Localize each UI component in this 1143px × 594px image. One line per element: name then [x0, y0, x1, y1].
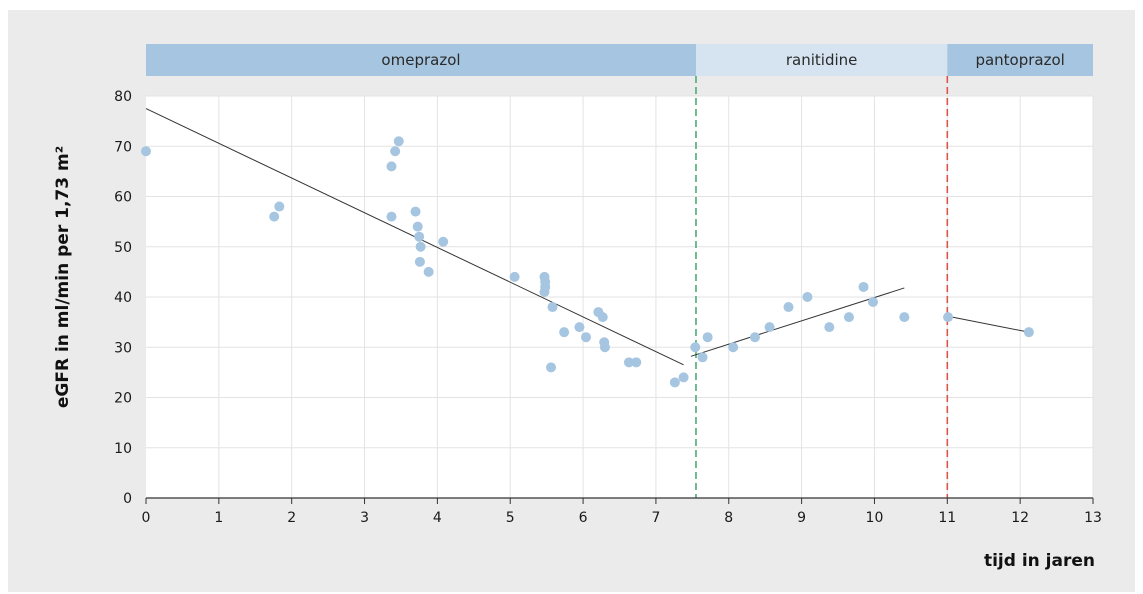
x-tick-label: 3	[360, 510, 369, 526]
data-point	[783, 302, 794, 313]
data-point	[412, 221, 423, 232]
x-axis-title: tijd in jaren	[984, 551, 1095, 571]
phase-label-omeprazol: omeprazol	[381, 51, 460, 69]
data-point	[415, 241, 426, 252]
data-point	[274, 201, 285, 212]
data-point	[764, 322, 775, 333]
data-point	[386, 161, 397, 172]
trend-line	[690, 287, 905, 357]
data-point	[697, 352, 708, 363]
data-point	[580, 332, 591, 343]
phase-band-ranitidine	[695, 44, 948, 76]
y-tick-label: 60	[114, 190, 132, 206]
y-tick-label: 30	[114, 340, 132, 356]
data-point	[824, 322, 835, 333]
trend-line	[947, 315, 1029, 333]
x-tick-label: 0	[142, 510, 151, 526]
data-point	[574, 322, 585, 333]
data-point	[509, 271, 520, 282]
data-point	[393, 136, 404, 147]
x-tick-label: 4	[433, 510, 442, 526]
data-point	[539, 286, 550, 297]
phase-label-pantoprazol: pantoprazol	[975, 51, 1064, 69]
data-point	[410, 206, 421, 217]
data-point	[943, 312, 954, 323]
y-tick-label: 40	[114, 290, 132, 306]
data-point	[390, 146, 401, 157]
y-tick-label: 20	[114, 391, 132, 407]
data-point	[623, 357, 634, 368]
data-point	[690, 342, 701, 353]
data-point	[546, 362, 557, 373]
phase-band-pantoprazol	[947, 44, 1093, 76]
data-point	[858, 281, 869, 292]
data-point	[423, 266, 434, 277]
data-point	[678, 372, 689, 383]
data-point	[386, 211, 397, 222]
data-point	[559, 327, 570, 338]
phase-band-omeprazol	[146, 44, 696, 76]
x-tick-label: 2	[287, 510, 296, 526]
data-point	[843, 312, 854, 323]
y-tick-label: 50	[114, 240, 132, 256]
data-point	[899, 312, 910, 323]
x-tick-label: 10	[866, 510, 884, 526]
data-point	[669, 377, 680, 388]
y-tick-label: 0	[123, 491, 132, 507]
data-point	[631, 357, 642, 368]
chart-frame: omeprazol ranitidine pantoprazol 0 1 2 3 4 5 6 7 8 9…	[8, 10, 1135, 592]
y-tick-label: 10	[114, 441, 132, 457]
data-point	[802, 292, 813, 302]
x-tick-label: 9	[797, 510, 806, 526]
data-point	[749, 332, 760, 343]
x-tick-label: 13	[1084, 510, 1102, 526]
data-point	[269, 211, 280, 222]
x-tick-label: 12	[1011, 510, 1029, 526]
data-point	[1023, 327, 1034, 338]
data-point	[547, 302, 558, 313]
y-axis-title: eGFR in ml/min per 1,73 m²	[53, 146, 73, 408]
data-point	[702, 332, 713, 343]
data-point	[728, 342, 739, 353]
data-point	[438, 236, 449, 247]
x-tick-label: 7	[651, 510, 660, 526]
y-tick-label: 70	[114, 139, 132, 155]
x-tick-label: 8	[724, 510, 733, 526]
x-tick-label: 1	[214, 510, 223, 526]
y-tick-label: 80	[114, 89, 132, 105]
x-tick-label: 5	[506, 510, 515, 526]
data-point	[868, 297, 879, 308]
phase-label-ranitidine: ranitidine	[786, 51, 858, 69]
x-tick-label: 11	[938, 510, 956, 526]
data-point	[141, 146, 151, 157]
data-point	[414, 231, 425, 242]
x-tick-label: 6	[579, 510, 588, 526]
data-point	[597, 312, 608, 323]
data-point	[599, 342, 610, 353]
data-point	[414, 256, 425, 267]
